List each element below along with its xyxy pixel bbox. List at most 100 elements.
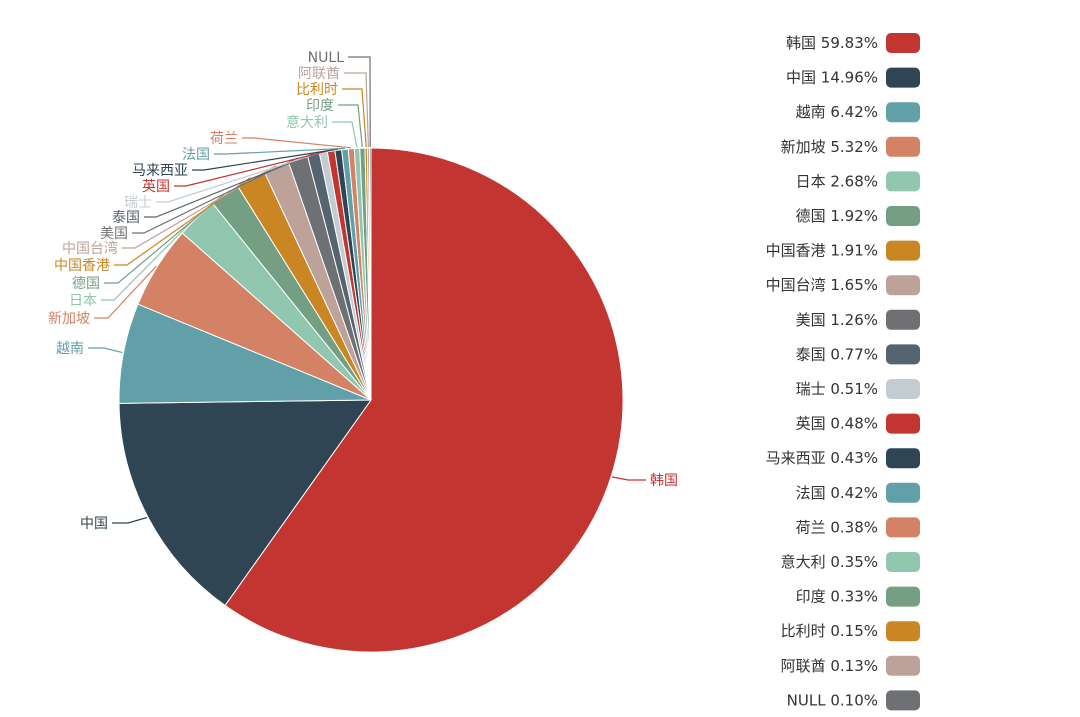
legend-swatch-2 — [886, 102, 920, 123]
legend-swatch-8 — [886, 309, 920, 330]
legend-item-13[interactable]: 法国 0.42% — [796, 482, 920, 503]
callout-label-12: 马来西亚 — [132, 163, 188, 179]
legend-item-11[interactable]: 英国 0.48% — [796, 413, 920, 434]
legend-label-2: 越南 6.42% — [796, 103, 878, 121]
legend-swatch-5 — [886, 206, 920, 226]
legend-item-9[interactable]: 泰国 0.77% — [796, 344, 920, 365]
callout-line-9 — [144, 153, 314, 218]
legend-item-8[interactable]: 美国 1.26% — [796, 309, 920, 330]
callout-label-16: 印度 — [306, 98, 334, 114]
legend-item-0[interactable]: 韩国 59.83% — [786, 33, 920, 53]
legend-label-19: NULL 0.10% — [787, 691, 878, 709]
callout-label-5: 德国 — [72, 276, 100, 292]
legend-swatch-9 — [886, 344, 920, 365]
callout-line-17 — [342, 88, 367, 148]
legend-label-0: 韩国 59.83% — [786, 34, 878, 52]
callout-label-18: 阿联酋 — [298, 65, 340, 82]
legend-label-9: 泰国 0.77% — [796, 345, 878, 363]
callout-line-4 — [101, 216, 197, 301]
legend-label-12: 马来西亚 0.43% — [766, 449, 878, 467]
callout-label-19: NULL — [308, 50, 345, 66]
pie-slice-19[interactable] — [368, 147, 372, 401]
legend-swatch-3 — [886, 136, 920, 157]
callout-line-12 — [192, 148, 339, 171]
legend-swatch-1 — [886, 67, 920, 88]
legend-item-14[interactable]: 荷兰 0.38% — [796, 517, 920, 538]
legend-swatch-13 — [886, 482, 920, 503]
legend-label-14: 荷兰 0.38% — [796, 518, 878, 536]
callout-label-9: 泰国 — [112, 210, 140, 226]
legend-label-10: 瑞士 0.51% — [796, 380, 878, 398]
legend-item-7[interactable]: 中国台湾 1.65% — [766, 275, 920, 296]
legend-item-6[interactable]: 中国香港 1.91% — [766, 240, 920, 261]
legend-item-3[interactable]: 新加坡 5.32% — [781, 136, 920, 157]
callout-line-7 — [122, 165, 277, 249]
legend-label-13: 法国 0.42% — [796, 484, 878, 502]
legend: 韩国 59.83% 中国 14.96% 越南 6.42% 新加坡 5.32% 日本 2.… — [766, 33, 920, 711]
callout-label-17: 比利时 — [296, 82, 338, 98]
legend-label-3: 新加坡 5.32% — [781, 138, 878, 156]
callout-label-15: 意大利 — [286, 114, 328, 131]
legend-swatch-12 — [886, 448, 920, 469]
legend-swatch-19 — [886, 690, 920, 711]
legend-label-11: 英国 0.48% — [796, 415, 878, 433]
callout-line-14 — [242, 137, 352, 149]
legend-swatch-14 — [886, 517, 920, 538]
callout-line-5 — [104, 193, 225, 284]
legend-label-4: 日本 2.68% — [796, 172, 878, 190]
callout-line-10 — [156, 151, 324, 203]
callout-line-16 — [338, 104, 363, 148]
legend-item-15[interactable]: 意大利 0.35% — [781, 552, 920, 572]
callout-label-4: 日本 — [69, 293, 97, 309]
legend-item-18[interactable]: 阿联酋 0.13% — [781, 655, 920, 676]
legend-label-8: 美国 1.26% — [796, 311, 878, 329]
legend-swatch-11 — [886, 413, 920, 434]
callout-label-6: 中国香港 — [54, 258, 110, 274]
legend-item-5[interactable]: 德国 1.92% — [796, 206, 920, 226]
legend-item-12[interactable]: 马来西亚 0.43% — [766, 448, 920, 469]
callout-label-0: 韩国 — [650, 473, 678, 489]
legend-label-6: 中国香港 1.91% — [766, 242, 878, 260]
callout-label-11: 英国 — [142, 178, 170, 195]
legend-swatch-0 — [886, 33, 920, 53]
legend-item-17[interactable]: 比利时 0.15% — [781, 621, 920, 642]
legend-swatch-7 — [886, 275, 920, 296]
legend-item-19[interactable]: NULL 0.10% — [787, 690, 920, 711]
legend-label-16: 印度 0.33% — [796, 588, 878, 606]
callout-label-3: 新加坡 — [48, 311, 90, 327]
legend-label-7: 中国台湾 1.65% — [766, 276, 878, 294]
callout-line-1 — [112, 516, 148, 524]
legend-swatch-6 — [886, 240, 920, 261]
callout-line-13 — [214, 147, 345, 155]
legend-item-16[interactable]: 印度 0.33% — [796, 586, 920, 607]
legend-item-4[interactable]: 日本 2.68% — [796, 171, 920, 192]
callout-line-19 — [348, 56, 371, 148]
legend-label-5: 德国 1.92% — [796, 207, 878, 225]
callout-label-14: 荷兰 — [210, 131, 238, 147]
callout-label-2: 越南 — [56, 341, 84, 357]
callout-label-10: 瑞士 — [124, 195, 152, 211]
callout-label-8: 美国 — [100, 226, 128, 242]
legend-label-1: 中国 14.96% — [786, 69, 878, 87]
callout-line-11 — [174, 149, 332, 187]
legend-label-17: 比利时 0.15% — [781, 622, 878, 640]
callout-line-3 — [94, 265, 157, 319]
legend-item-2[interactable]: 越南 6.42% — [796, 102, 920, 123]
callout-line-15 — [332, 121, 358, 148]
legend-swatch-4 — [886, 171, 920, 192]
callout-line-18 — [344, 72, 369, 148]
callout-line-2 — [88, 347, 123, 354]
legend-swatch-17 — [886, 621, 920, 642]
legend-swatch-16 — [886, 586, 920, 607]
legend-item-10[interactable]: 瑞士 0.51% — [796, 379, 920, 399]
callout-label-1: 中国 — [80, 516, 108, 532]
callout-lines — [88, 56, 646, 524]
pie-slice-0[interactable] — [224, 147, 624, 653]
callout-label-13: 法国 — [182, 147, 210, 163]
callout-line-8 — [132, 157, 298, 234]
pie-slice-1[interactable] — [118, 399, 372, 607]
legend-item-1[interactable]: 中国 14.96% — [786, 67, 920, 88]
